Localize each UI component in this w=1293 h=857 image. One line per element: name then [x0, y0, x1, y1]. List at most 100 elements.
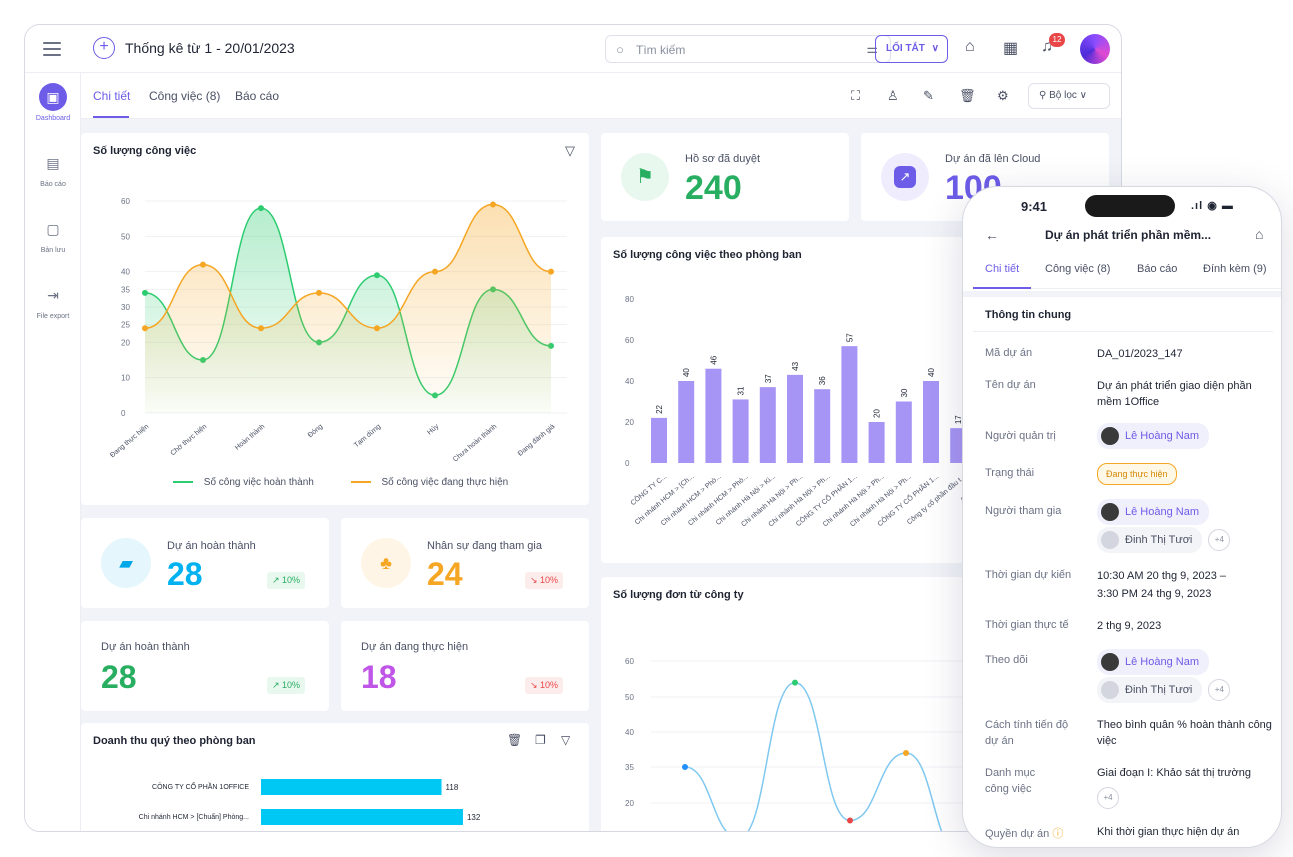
sidebar-item-export[interactable]: ⇥ File export: [25, 281, 81, 320]
phone-tab-report[interactable]: Báo cáo: [1137, 263, 1178, 275]
bar: [678, 381, 695, 463]
field-value-category: Giai đoạn I: Khảo sát thị trường +4: [1097, 765, 1273, 809]
home-icon[interactable]: ⌂: [1255, 226, 1264, 242]
divider: [973, 331, 1273, 332]
bar: [895, 401, 912, 463]
shortcut-button[interactable]: LỐI TẮT ∨: [875, 35, 948, 63]
tab-tasks[interactable]: Công việc (8): [149, 89, 221, 103]
avatar: [1101, 653, 1119, 671]
phone-tab-detail[interactable]: Chi tiết: [985, 263, 1020, 275]
edit-icon[interactable]: ✎: [923, 88, 934, 103]
field-label-actual: Thời gian thực tế: [985, 619, 1069, 631]
data-point: [792, 679, 798, 686]
bar: [814, 389, 831, 463]
report-icon: ▤: [46, 155, 60, 171]
user-chip[interactable]: Lê Hoàng Nam: [1097, 499, 1209, 525]
sliders-icon[interactable]: ⚌: [866, 41, 878, 56]
y-tick-label: 50: [121, 232, 130, 241]
tab-report[interactable]: Báo cáo: [235, 89, 280, 103]
field-value-name: Dự án phát triển giao diện phần mềm 1Off…: [1097, 380, 1252, 408]
notification-badge: 12: [1049, 33, 1065, 47]
bar: [868, 422, 885, 463]
user-name: Đinh Thị Tươi: [1125, 683, 1193, 696]
more-users-badge[interactable]: +4: [1208, 529, 1231, 551]
dynamic-island: [1085, 195, 1175, 217]
user-chip[interactable]: Lê Hoàng Nam: [1097, 423, 1209, 449]
grid-icon[interactable]: ▦: [1003, 40, 1019, 57]
data-point: [682, 764, 688, 770]
export-icon: ⇥: [47, 287, 59, 303]
sidebar-item-dashboard[interactable]: ▣ Dashboard: [25, 83, 81, 122]
sidebar-item-save[interactable]: ▢ Bản lưu: [25, 215, 81, 254]
card-title: Doanh thu quý theo phòng ban: [93, 735, 256, 747]
legend-item-doing: Số công việc đang thực hiện: [381, 477, 509, 488]
y-category-label: CÔNG TY CỔ PHẦN 1OFFICE: [152, 781, 249, 791]
status-badge: Đang thực hiện: [1097, 463, 1177, 485]
filter-icon[interactable]: ▽: [561, 733, 571, 747]
trash-icon[interactable]: 🗑: [959, 88, 976, 103]
help-icon[interactable]: ⓘ: [1052, 828, 1064, 840]
y-category-label: Chi nhánh HCM > [Chuẩn] Phòng...: [139, 813, 249, 821]
shortcut-label: LỐI TẮT: [886, 43, 925, 54]
tab-detail[interactable]: Chi tiết: [93, 89, 131, 103]
field-label-members: Người tham gia: [985, 505, 1062, 517]
bar: [261, 809, 463, 825]
field-value-progress: Theo bình quân % hoàn thành công việc: [1097, 719, 1272, 747]
kpi-value: 18: [361, 659, 397, 695]
y-tick-label: 20: [625, 799, 634, 808]
kpi-label: Dự án hoàn thành: [101, 641, 190, 653]
bar: [759, 387, 776, 463]
card-title: Số lượng công việc theo phòng ban: [613, 249, 802, 261]
data-point: [200, 261, 206, 268]
data-label: 37: [764, 374, 773, 383]
data-label: 43: [791, 361, 800, 370]
data-label: 40: [682, 368, 691, 377]
phone-header: ← Dự án phát triển phần mềm... ⌂: [963, 223, 1281, 255]
user-name: Đinh Thị Tươi: [1125, 533, 1193, 546]
home-icon[interactable]: ⌂: [965, 38, 975, 55]
phone-tab-attachments[interactable]: Đính kèm (9): [1203, 263, 1267, 275]
copy-icon[interactable]: ❐: [535, 733, 546, 747]
x-tick-label: Chưa hoàn thành: [452, 423, 498, 463]
planned-end: 3:30 PM 24 thg 9, 2023: [1097, 588, 1212, 600]
data-label: 132: [467, 813, 481, 822]
save-icon: ▢: [46, 221, 60, 237]
trend-badge-down: ↘ 10%: [525, 572, 564, 589]
user-chip[interactable]: Lê Hoàng Nam: [1097, 649, 1209, 675]
back-arrow-icon[interactable]: ←: [985, 227, 999, 243]
arrow-icon-wrap: ↗: [881, 153, 929, 201]
sidebar-item-label: File export: [36, 313, 70, 320]
avatar[interactable]: [1080, 34, 1110, 64]
trash-icon[interactable]: 🗑: [507, 733, 523, 747]
user-chip[interactable]: Đinh Thị Tươi: [1097, 527, 1203, 553]
field-value-status: Đang thực hiện: [1097, 463, 1273, 485]
fullscreen-icon[interactable]: ⛶: [851, 88, 861, 103]
menu-icon[interactable]: [43, 42, 61, 56]
user-icon[interactable]: ♙: [887, 88, 899, 103]
filter-button[interactable]: ⚲ Bộ lọc ∨: [1028, 83, 1110, 109]
y-tick-label: 60: [121, 197, 130, 206]
search-placeholder: Tìm kiếm: [636, 43, 686, 57]
add-button[interactable]: +: [93, 37, 115, 59]
y-tick-label: 60: [625, 336, 634, 345]
gear-icon[interactable]: ⚙: [997, 88, 1009, 103]
phone-tab-tasks[interactable]: Công việc (8): [1045, 263, 1111, 275]
section-title: Thông tin chung: [985, 309, 1072, 321]
legend-swatch-green: [173, 481, 193, 484]
field-value-follow-2: Đinh Thị Tươi +4: [1097, 677, 1273, 703]
sidebar-item-report[interactable]: ▤ Báo cáo: [25, 149, 81, 188]
data-point: [374, 325, 380, 332]
field-label-follow: Theo dõi: [985, 654, 1028, 666]
data-label: 31: [737, 386, 746, 395]
filter-icon[interactable]: ▽: [565, 143, 575, 158]
y-tick-label: 60: [625, 657, 634, 666]
label-line: công việc: [985, 783, 1032, 795]
more-users-badge[interactable]: +4: [1208, 679, 1231, 701]
search-input[interactable]: ○ Tìm kiếm ⚌: [605, 35, 891, 63]
y-tick-label: 40: [625, 728, 634, 737]
field-label-rights: Quyền dự án ⓘ: [985, 825, 1063, 841]
data-point: [374, 272, 380, 279]
more-badge[interactable]: +4: [1097, 787, 1119, 809]
user-chip[interactable]: Đinh Thị Tươi: [1097, 677, 1203, 703]
